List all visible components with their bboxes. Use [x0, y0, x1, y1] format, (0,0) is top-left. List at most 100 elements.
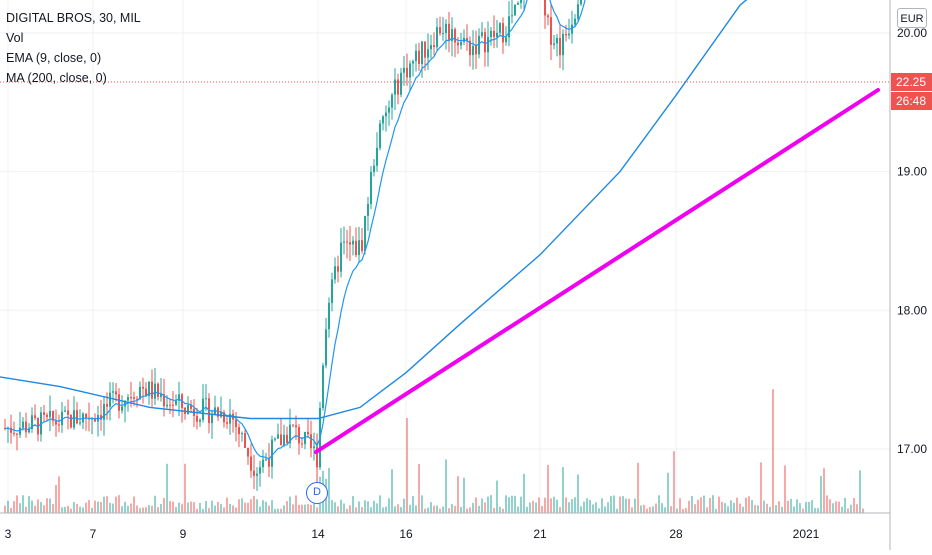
volume-bar — [508, 497, 510, 513]
candle-body — [424, 41, 426, 58]
candle-body — [475, 46, 477, 55]
legend-vol[interactable]: Vol — [6, 31, 24, 45]
candle-body — [28, 428, 30, 433]
volume-bar — [487, 496, 489, 513]
candle-body — [400, 72, 402, 95]
volume-bar — [274, 508, 276, 513]
volume-bar — [37, 499, 39, 513]
candle-body — [565, 33, 567, 36]
volume-bar — [667, 472, 669, 513]
volume-bar — [358, 501, 360, 513]
volume-bar — [196, 508, 198, 513]
volume-bar — [610, 496, 612, 513]
volume-bar — [595, 502, 597, 513]
volume-bar — [622, 496, 624, 513]
volume-bar — [706, 507, 708, 513]
candle-body — [484, 32, 486, 53]
volume-bar — [163, 497, 165, 513]
volume-bar — [577, 474, 579, 513]
volume-bar — [25, 506, 27, 513]
volume-bar — [304, 504, 306, 513]
x-tick-label: 9 — [180, 527, 187, 541]
volume-bar — [136, 505, 138, 513]
candle-body — [295, 425, 297, 428]
candle-body — [244, 433, 246, 448]
candle-body — [25, 421, 27, 433]
candle-body — [133, 397, 135, 399]
volume-bar — [178, 502, 180, 513]
candle-body — [436, 27, 438, 47]
candle-body — [55, 420, 57, 425]
dividend-marker[interactable]: D — [306, 482, 328, 504]
candle-body — [382, 116, 384, 124]
candle-body — [352, 240, 354, 245]
volume-bar — [709, 497, 711, 513]
volume-bar — [628, 498, 630, 513]
volume-bar — [28, 496, 30, 513]
volume-bar — [604, 506, 606, 513]
volume-bar — [292, 504, 294, 513]
candle-body — [199, 419, 201, 422]
volume-bar — [106, 496, 108, 513]
x-tick-label: 7 — [90, 527, 97, 541]
volume-bar — [67, 505, 69, 513]
candle-body — [238, 427, 240, 435]
candle-body — [73, 410, 75, 428]
x-tick-label: 2021 — [793, 527, 820, 541]
candle-body — [556, 37, 558, 44]
legend-ma[interactable]: MA (200, close, 0) — [6, 71, 107, 85]
x-tick-label: 3 — [5, 527, 12, 541]
legend-ema[interactable]: EMA (9, close, 0) — [6, 51, 102, 65]
candle-body — [337, 266, 339, 272]
candle-body — [433, 45, 435, 47]
candle-body — [151, 381, 153, 399]
candle-body — [346, 241, 348, 243]
volume-bar — [34, 505, 36, 513]
volume-bar — [55, 485, 57, 513]
volume-bar — [430, 502, 432, 513]
volume-bar — [841, 506, 843, 513]
volume-bar — [751, 499, 753, 513]
volume-bar — [490, 495, 492, 513]
volume-bar — [481, 498, 483, 513]
volume-bar — [70, 508, 72, 513]
candle-body — [514, 4, 516, 16]
volume-bar — [214, 505, 216, 513]
currency-button[interactable]: EUR — [897, 8, 927, 28]
volume-bar — [718, 496, 720, 513]
candle-body — [391, 94, 393, 108]
candle-body — [16, 433, 18, 435]
volume-bar — [142, 507, 144, 513]
candle-body — [445, 23, 447, 34]
volume-bar — [79, 506, 81, 513]
volume-bar — [511, 495, 513, 513]
volume-bar — [277, 508, 279, 513]
volume-bar — [82, 507, 84, 513]
volume-bar — [439, 508, 441, 513]
volume-bar — [550, 498, 552, 513]
volume-bar — [367, 501, 369, 513]
candle-body — [70, 414, 72, 428]
candle-body — [457, 42, 459, 46]
candle-body — [274, 438, 276, 440]
volume-bar — [754, 505, 756, 513]
volume-bar — [331, 500, 333, 513]
candle-body — [301, 443, 303, 445]
volume-bar — [412, 496, 414, 513]
volume-bar — [451, 504, 453, 513]
candle-body — [379, 123, 381, 148]
candle-body — [370, 171, 372, 205]
candle-body — [79, 422, 81, 424]
candle-body — [46, 414, 48, 417]
candle-body — [559, 37, 561, 56]
volume-bar — [838, 501, 840, 513]
candle-body — [253, 470, 255, 476]
symbol-title[interactable]: DIGITAL BROS, 30, MIL — [6, 11, 141, 25]
candle-body — [262, 459, 264, 468]
candle-body — [520, 0, 522, 3]
volume-bar — [22, 495, 24, 513]
volume-bar — [310, 504, 312, 513]
candle-body — [508, 16, 510, 38]
